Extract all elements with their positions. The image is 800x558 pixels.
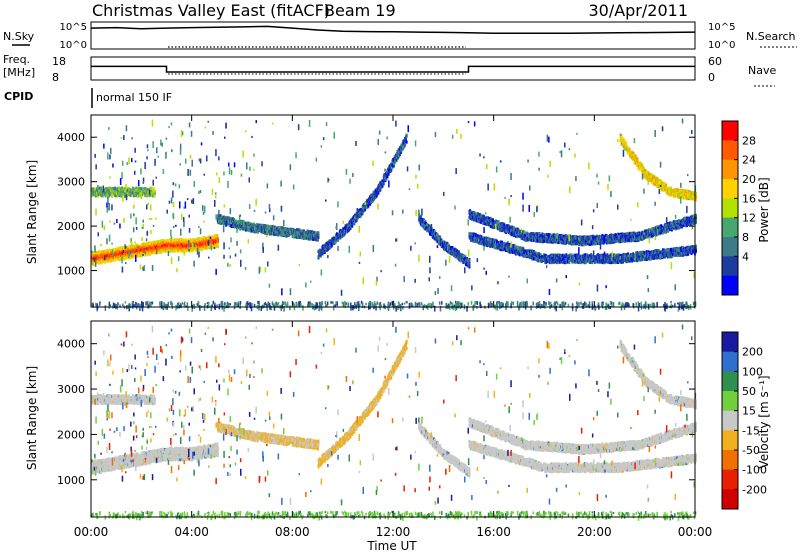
nsky-frame [91,22,695,49]
data-cell [318,231,320,234]
nsearch-label: N.Search [746,30,796,43]
cpid-value: normal 150 IF [96,91,172,104]
freq-frame [91,57,695,80]
date-label: 30/Apr/2011 [588,1,688,20]
data-cell [317,239,319,242]
data-cell [387,175,389,178]
nave-right-tick-bottom: 0 [708,71,715,84]
data-cell [378,192,380,195]
freq-label-line1: Freq. [3,53,30,66]
data-cell [383,182,385,185]
nsearch-right-tick-top: 10^5 [708,22,735,33]
freq-label-line2: [MHz] [3,66,35,79]
data-cell [154,190,156,193]
data-cell [469,264,471,267]
data-cell [217,245,219,248]
cpid-label: CPID [4,90,33,103]
nave-right-tick-top: 60 [708,55,722,68]
data-cell [318,236,320,239]
data-cell [153,187,155,190]
nsky-label: N.Sky [3,30,35,43]
nsky-series-line [91,26,695,33]
beam-label: Beam 19 [324,1,396,20]
data-cell [216,234,218,237]
nsky-left-tick-top: 10^5 [60,22,87,33]
data-cell [379,189,381,192]
freq-left-tick-top: 18 [52,55,66,68]
data-cell [356,219,358,222]
data-cell [523,231,525,234]
freq-series-line [91,66,695,72]
data-cell [405,138,407,141]
nsearch-right-tick-bottom: 10^0 [708,40,735,51]
nave-label: Nave [748,64,776,77]
data-cell [217,238,219,241]
freq-left-tick-bottom: 8 [52,71,59,84]
data-cell [406,141,408,144]
title: Christmas Valley East (fitACF) [92,1,330,20]
nsky-left-tick-bottom: 10^0 [60,40,87,51]
data-cell [406,134,408,137]
data-cell [469,259,471,262]
